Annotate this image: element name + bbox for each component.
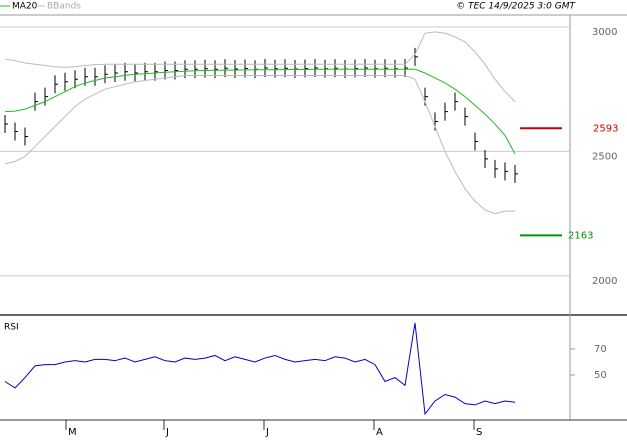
y-tick-label: 3000 bbox=[592, 27, 617, 38]
price-bar bbox=[44, 87, 48, 106]
rsi-title: RSI bbox=[4, 323, 19, 333]
price-bar bbox=[444, 102, 448, 121]
price-bar bbox=[384, 59, 388, 78]
price-bar bbox=[54, 75, 58, 94]
price-bar bbox=[304, 59, 308, 78]
price-bar bbox=[514, 164, 518, 183]
price-bar bbox=[474, 132, 478, 151]
rsi-tick-label: 70 bbox=[594, 344, 607, 355]
price-bar bbox=[224, 59, 228, 78]
price-bar bbox=[74, 70, 78, 89]
price-bar bbox=[454, 92, 458, 111]
price-bar bbox=[314, 59, 318, 78]
price-bar bbox=[284, 59, 288, 78]
price-bar bbox=[504, 162, 508, 181]
level-label: 2593 bbox=[593, 123, 618, 134]
price-bar bbox=[354, 59, 358, 78]
level-label: 2163 bbox=[568, 230, 593, 241]
x-tick-label: M bbox=[68, 427, 77, 438]
rsi-line bbox=[4, 322, 516, 416]
price-bar bbox=[4, 115, 8, 134]
line-1 bbox=[4, 68, 516, 155]
y-tick-label: 2000 bbox=[592, 276, 617, 287]
line-3 bbox=[4, 74, 515, 215]
price-bar bbox=[104, 65, 108, 84]
price-bar bbox=[484, 149, 488, 168]
price-bar bbox=[494, 159, 498, 178]
price-bar bbox=[414, 47, 418, 66]
price-bar bbox=[34, 92, 38, 111]
source: © TEC 14/9/2025 3:0 GMT bbox=[456, 2, 576, 12]
price-bar bbox=[264, 59, 268, 78]
price-bar bbox=[24, 127, 28, 146]
price-bar bbox=[114, 64, 118, 83]
price-bar bbox=[244, 59, 248, 78]
price-bar bbox=[404, 59, 408, 78]
price-bar bbox=[274, 59, 278, 78]
price-bar bbox=[154, 62, 158, 81]
price-bar bbox=[64, 72, 68, 91]
y-tick-label: 2500 bbox=[592, 151, 617, 162]
price-bar bbox=[134, 64, 138, 83]
price-bar bbox=[364, 59, 368, 78]
price-bar bbox=[94, 67, 98, 86]
bb-legend: BBands bbox=[47, 2, 81, 12]
price-bar bbox=[124, 62, 128, 81]
x-tick-label: J bbox=[265, 427, 269, 438]
price-bar bbox=[14, 122, 18, 141]
price-bar bbox=[204, 59, 208, 78]
x-tick-label: J bbox=[165, 427, 169, 438]
price-bar bbox=[334, 59, 338, 78]
x-tick-label: S bbox=[476, 427, 482, 438]
price-bar bbox=[144, 62, 148, 81]
rsi-tick-label: 50 bbox=[594, 370, 607, 381]
x-tick-label: A bbox=[376, 427, 383, 438]
line-2 bbox=[4, 31, 516, 102]
price-bar bbox=[464, 107, 468, 126]
ma-legend: MA20 bbox=[12, 2, 38, 12]
